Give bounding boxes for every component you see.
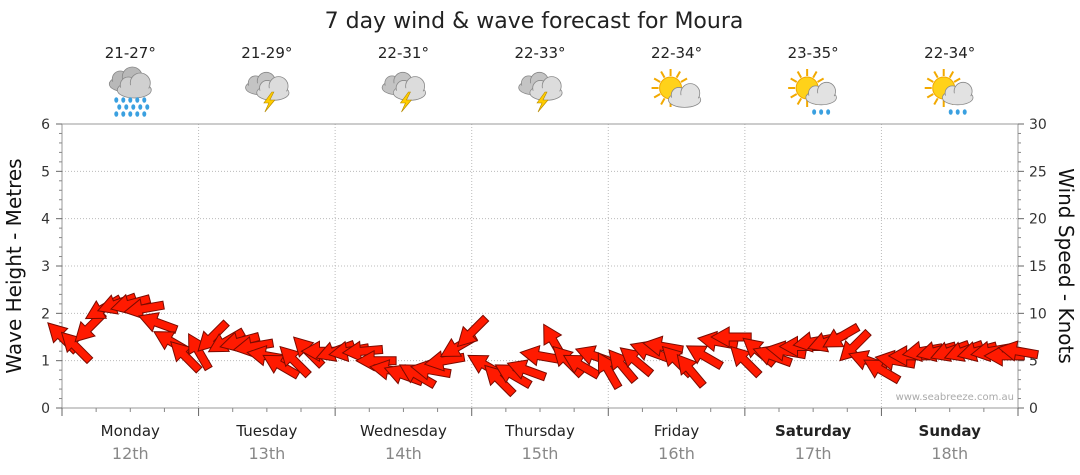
lightning-bolt	[536, 91, 549, 113]
wind-arrow	[188, 332, 213, 372]
credit-text: www.seabreeze.com.au	[896, 392, 1014, 403]
lightning-bolt	[399, 91, 413, 113]
wind-arrow	[484, 364, 517, 398]
wind-arrow	[341, 340, 384, 363]
right-axis-label: Wind Speed - Knots	[1054, 168, 1078, 364]
wind-arrow	[170, 341, 203, 374]
day-label: Wednesday	[360, 422, 447, 440]
wind-arrow	[839, 328, 872, 362]
temperature-label: 22-34°	[924, 44, 975, 62]
wind-arrow	[137, 312, 179, 335]
right-axis: 0 5 10 15 20 25 30	[1018, 117, 1047, 417]
date-label: 15th	[522, 444, 559, 463]
left-axis: 0 1 2 3 4 5 6	[41, 117, 62, 417]
day-label: Thursday	[504, 422, 575, 440]
wind-arrow	[60, 331, 94, 365]
left-tick-label: 3	[41, 259, 50, 275]
lightning-bolt	[263, 91, 276, 113]
day-label: Tuesday	[235, 422, 297, 440]
temperature-label: 22-34°	[651, 44, 702, 62]
thunderstorm-icon	[381, 71, 426, 113]
left-tick-label: 0	[41, 401, 50, 417]
cloud-shape	[668, 83, 702, 108]
rain-drops	[812, 109, 831, 115]
right-tick-label: 30	[1029, 117, 1047, 133]
cloud-shape	[942, 81, 974, 106]
date-label: 13th	[248, 444, 285, 463]
wind-arrow	[262, 354, 301, 380]
sun-cloud-icon	[651, 69, 702, 108]
wind-arrow	[822, 322, 861, 348]
date-label: 12th	[112, 444, 149, 463]
wind-arrow	[123, 298, 165, 320]
wind-arrow	[608, 349, 639, 384]
wind-arrow	[619, 347, 655, 378]
left-tick-label: 1	[41, 354, 50, 370]
left-tick-label: 6	[41, 117, 50, 133]
left-tick-label: 2	[41, 306, 50, 322]
temperature-label: 22-33°	[514, 44, 565, 62]
day-label: Monday	[101, 422, 160, 440]
wind-arrow	[730, 345, 763, 379]
day-label: Saturday	[775, 422, 852, 440]
wind-arrows	[47, 292, 1039, 398]
wind-arrow	[752, 345, 794, 368]
wind-arrow	[710, 326, 752, 348]
wind-arrow	[494, 364, 533, 390]
cloud-shape	[805, 81, 837, 106]
temperature-label: 22-31°	[378, 44, 429, 62]
wind-arrow	[597, 351, 623, 391]
thunderstorm-icon	[245, 71, 290, 113]
weather-row: 21-27° 21-29° 22-31° 22-33° 22-34° 23-35° 22-3…	[105, 44, 975, 117]
cloud-shape	[116, 72, 152, 99]
wind-arrow	[676, 353, 707, 389]
left-axis-label: Wave Height - Metres	[2, 158, 26, 373]
grid	[62, 124, 1018, 408]
wind-arrow	[997, 340, 1039, 362]
right-tick-label: 10	[1029, 306, 1047, 322]
sun-shower-icon	[788, 69, 837, 115]
left-tick-label: 4	[41, 212, 50, 228]
right-tick-label: 5	[1029, 354, 1038, 370]
wind-arrow	[456, 314, 490, 348]
day-label: Friday	[654, 422, 700, 440]
rain-drops	[948, 109, 967, 115]
wind-arrow	[398, 364, 438, 390]
wind-arrow	[506, 359, 548, 382]
day-labels: Monday 12th Tuesday 13th Wednesday 14th Thursd…	[61, 408, 1019, 463]
temperature-label: 21-27°	[105, 44, 156, 62]
right-tick-label: 15	[1029, 259, 1047, 275]
date-label: 16th	[658, 444, 695, 463]
sun-shower-icon	[924, 69, 974, 115]
date-label: 18th	[931, 444, 968, 463]
wind-arrow	[685, 345, 724, 371]
rain-drops	[114, 97, 150, 117]
right-tick-label: 25	[1029, 164, 1047, 180]
wind-arrow	[279, 345, 312, 379]
right-tick-label: 0	[1029, 401, 1038, 417]
temperature-label: 21-29°	[241, 44, 292, 62]
thunderstorm-icon	[518, 71, 563, 113]
wind-arrow	[863, 359, 902, 385]
date-label: 17th	[795, 444, 832, 463]
day-label: Sunday	[919, 422, 982, 440]
wind-arrow	[409, 359, 452, 381]
rain-cloud-icon	[108, 66, 152, 117]
right-tick-label: 20	[1029, 212, 1047, 228]
left-tick-label: 5	[41, 164, 50, 180]
date-label: 14th	[385, 444, 422, 463]
temperature-label: 23-35°	[788, 44, 839, 62]
wind-arrow	[562, 354, 602, 380]
chart-title: 7 day wind & wave forecast for Moura	[325, 9, 744, 34]
